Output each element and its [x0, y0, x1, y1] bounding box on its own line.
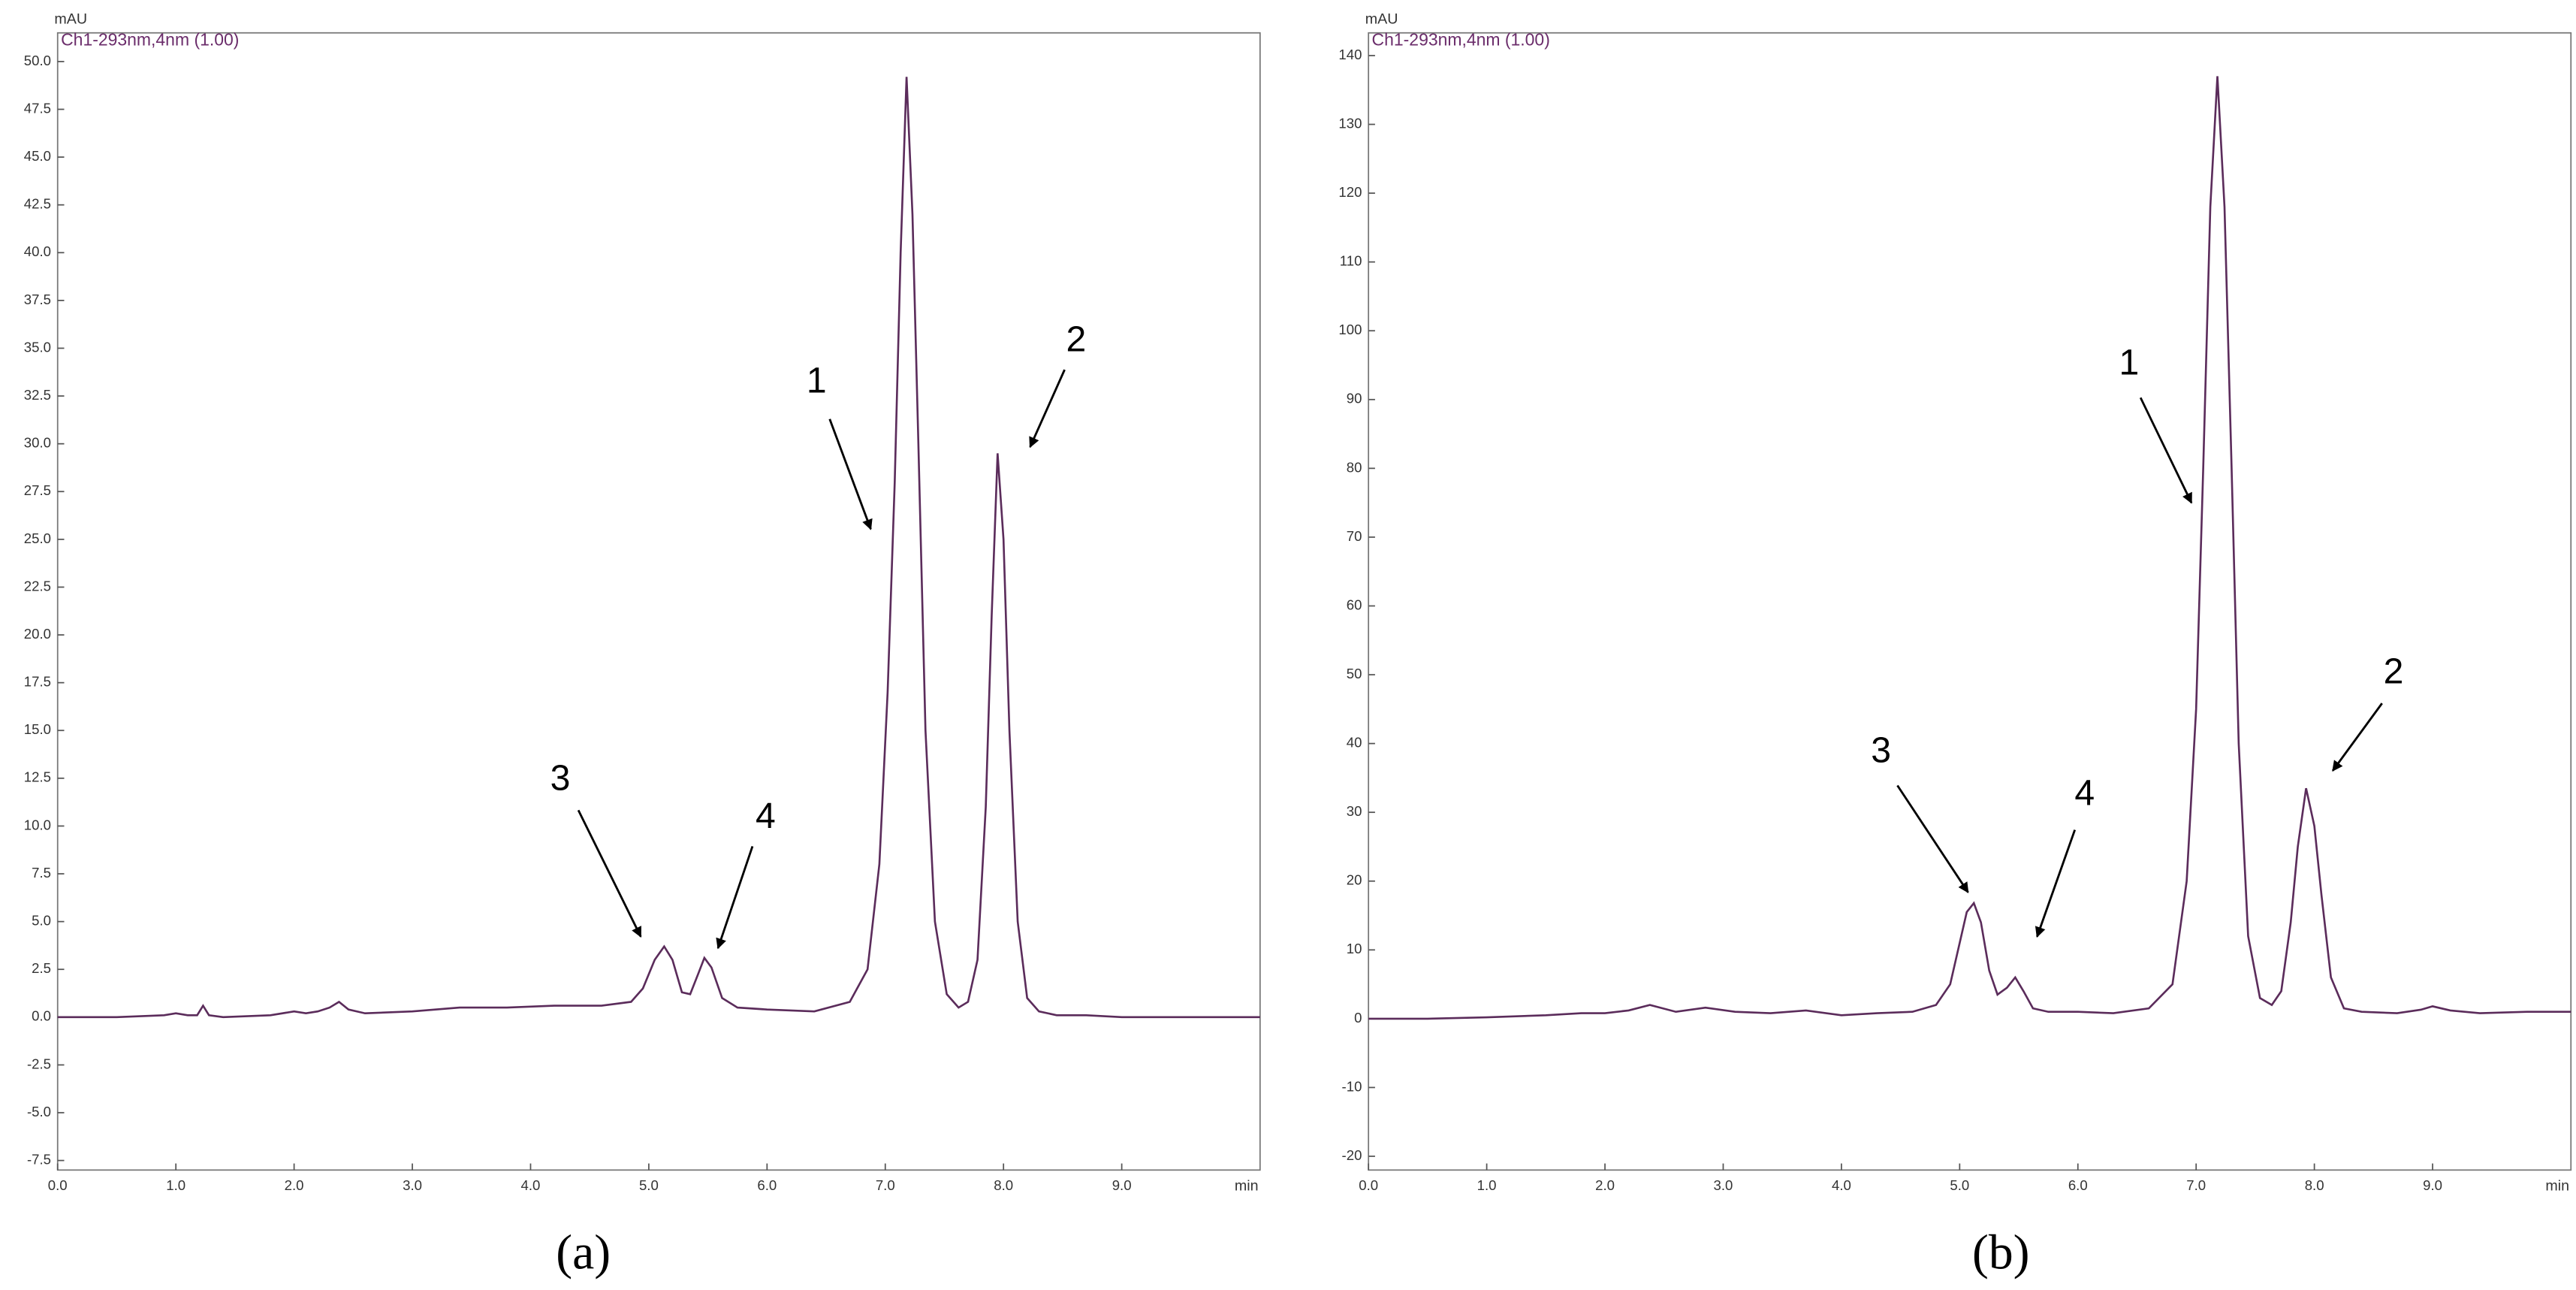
- peak-label: 1: [2119, 342, 2139, 382]
- y-tick-label: 10: [1347, 941, 1362, 956]
- y-tick-label: 80: [1347, 459, 1362, 475]
- peak-label: 1: [807, 360, 827, 400]
- peak-label: 4: [756, 796, 776, 836]
- y-tick-label: -2.5: [27, 1056, 51, 1071]
- peak-arrow: [1029, 369, 1066, 449]
- peak-label: 2: [2384, 651, 2404, 691]
- y-tick-label: 50.0: [24, 53, 51, 68]
- x-tick-label: 4.0: [1832, 1177, 1851, 1193]
- y-tick-label: 20.0: [24, 626, 51, 642]
- y-tick-label: 140: [1338, 47, 1362, 62]
- legend-label: Ch1-293nm,4nm (1.00): [61, 30, 239, 50]
- peak-arrow: [577, 809, 642, 938]
- y-tick-label: 12.5: [24, 769, 51, 785]
- y-tick-label: -20: [1342, 1147, 1362, 1163]
- plot-frame: [1368, 32, 2572, 1171]
- trace: [57, 77, 1260, 1019]
- x-axis-label: min: [1235, 1177, 1259, 1194]
- y-tick-label: -10: [1342, 1078, 1362, 1094]
- y-tick-label: 90: [1347, 391, 1362, 406]
- y-tick-label: 17.5: [24, 674, 51, 690]
- y-tick-label: 120: [1338, 184, 1362, 200]
- x-tick-label: 8.0: [2305, 1177, 2324, 1193]
- y-tick-label: 5.0: [32, 913, 51, 929]
- y-tick-label: 130: [1338, 115, 1362, 131]
- y-tick-label: 110: [1340, 253, 1362, 269]
- legend-label: Ch1-293nm,4nm (1.00): [1372, 30, 1550, 50]
- peak-arrow: [1896, 784, 1969, 893]
- y-tick-label: 32.5: [24, 387, 51, 403]
- y-tick-label: 40: [1347, 735, 1362, 751]
- x-tick-label: 8.0: [994, 1177, 1013, 1193]
- y-tick-label: 0.0: [32, 1008, 51, 1024]
- y-axis-label: mAU: [1365, 11, 1398, 27]
- x-axis-label: min: [2545, 1177, 2569, 1194]
- peak-arrow: [828, 418, 873, 530]
- y-tick-label: 47.5: [24, 100, 51, 116]
- y-tick-label: 25.0: [24, 530, 51, 546]
- y-tick-label: 45.0: [24, 148, 51, 164]
- x-tick-label: 6.0: [757, 1177, 777, 1193]
- x-tick-label: 3.0: [403, 1177, 422, 1193]
- y-tick-label: 2.5: [32, 960, 51, 976]
- x-tick-label: 9.0: [2423, 1177, 2442, 1193]
- x-tick-label: 2.0: [1595, 1177, 1615, 1193]
- x-tick-label: 1.0: [1477, 1177, 1497, 1193]
- y-tick-label: -7.5: [27, 1152, 51, 1168]
- peak-arrow: [2331, 702, 2383, 772]
- peak-arrow: [2139, 397, 2193, 504]
- panel-caption: (b): [1972, 1225, 2030, 1279]
- y-tick-label: 60: [1347, 597, 1362, 612]
- x-tick-label: 7.0: [2186, 1177, 2206, 1193]
- peak-label: 3: [550, 758, 571, 799]
- peak-label: 4: [2074, 772, 2095, 813]
- y-tick-label: 42.5: [24, 196, 51, 212]
- peak-label: 2: [1066, 319, 1086, 360]
- peak-label: 3: [1871, 730, 1891, 770]
- x-tick-label: 6.0: [2068, 1177, 2088, 1193]
- y-tick-label: 30.0: [24, 435, 51, 451]
- y-tick-label: 100: [1338, 322, 1362, 337]
- peak-arrow: [2035, 829, 2077, 938]
- y-tick-label: 35.0: [24, 339, 51, 355]
- x-tick-label: 5.0: [639, 1177, 659, 1193]
- x-tick-label: 7.0: [876, 1177, 895, 1193]
- y-tick-label: 30: [1347, 803, 1362, 819]
- x-tick-label: 3.0: [1714, 1177, 1733, 1193]
- y-tick-label: 37.5: [24, 292, 51, 307]
- y-tick-label: 20: [1347, 872, 1362, 888]
- peak-arrow: [716, 845, 754, 950]
- x-tick-label: 5.0: [1950, 1177, 1969, 1193]
- y-tick-label: 40.0: [24, 243, 51, 259]
- x-tick-label: 2.0: [285, 1177, 304, 1193]
- x-tick-label: 0.0: [48, 1177, 68, 1193]
- y-tick-label: 50: [1347, 666, 1362, 681]
- trace: [1368, 76, 2571, 1020]
- y-axis-label: mAU: [54, 11, 87, 27]
- panel-caption: (a): [556, 1225, 611, 1279]
- x-tick-label: 1.0: [166, 1177, 186, 1193]
- x-tick-label: 9.0: [1112, 1177, 1132, 1193]
- y-tick-label: 0: [1354, 1010, 1362, 1026]
- y-tick-label: 7.5: [32, 865, 51, 881]
- y-tick-label: -5.0: [27, 1104, 51, 1119]
- y-tick-label: 27.5: [24, 482, 51, 498]
- y-tick-label: 10.0: [24, 817, 51, 832]
- plot-frame: [56, 32, 1261, 1171]
- y-tick-label: 22.5: [24, 578, 51, 594]
- y-tick-label: 15.0: [24, 721, 51, 737]
- x-tick-label: 4.0: [521, 1177, 541, 1193]
- x-tick-label: 0.0: [1359, 1177, 1378, 1193]
- y-tick-label: 70: [1347, 528, 1362, 544]
